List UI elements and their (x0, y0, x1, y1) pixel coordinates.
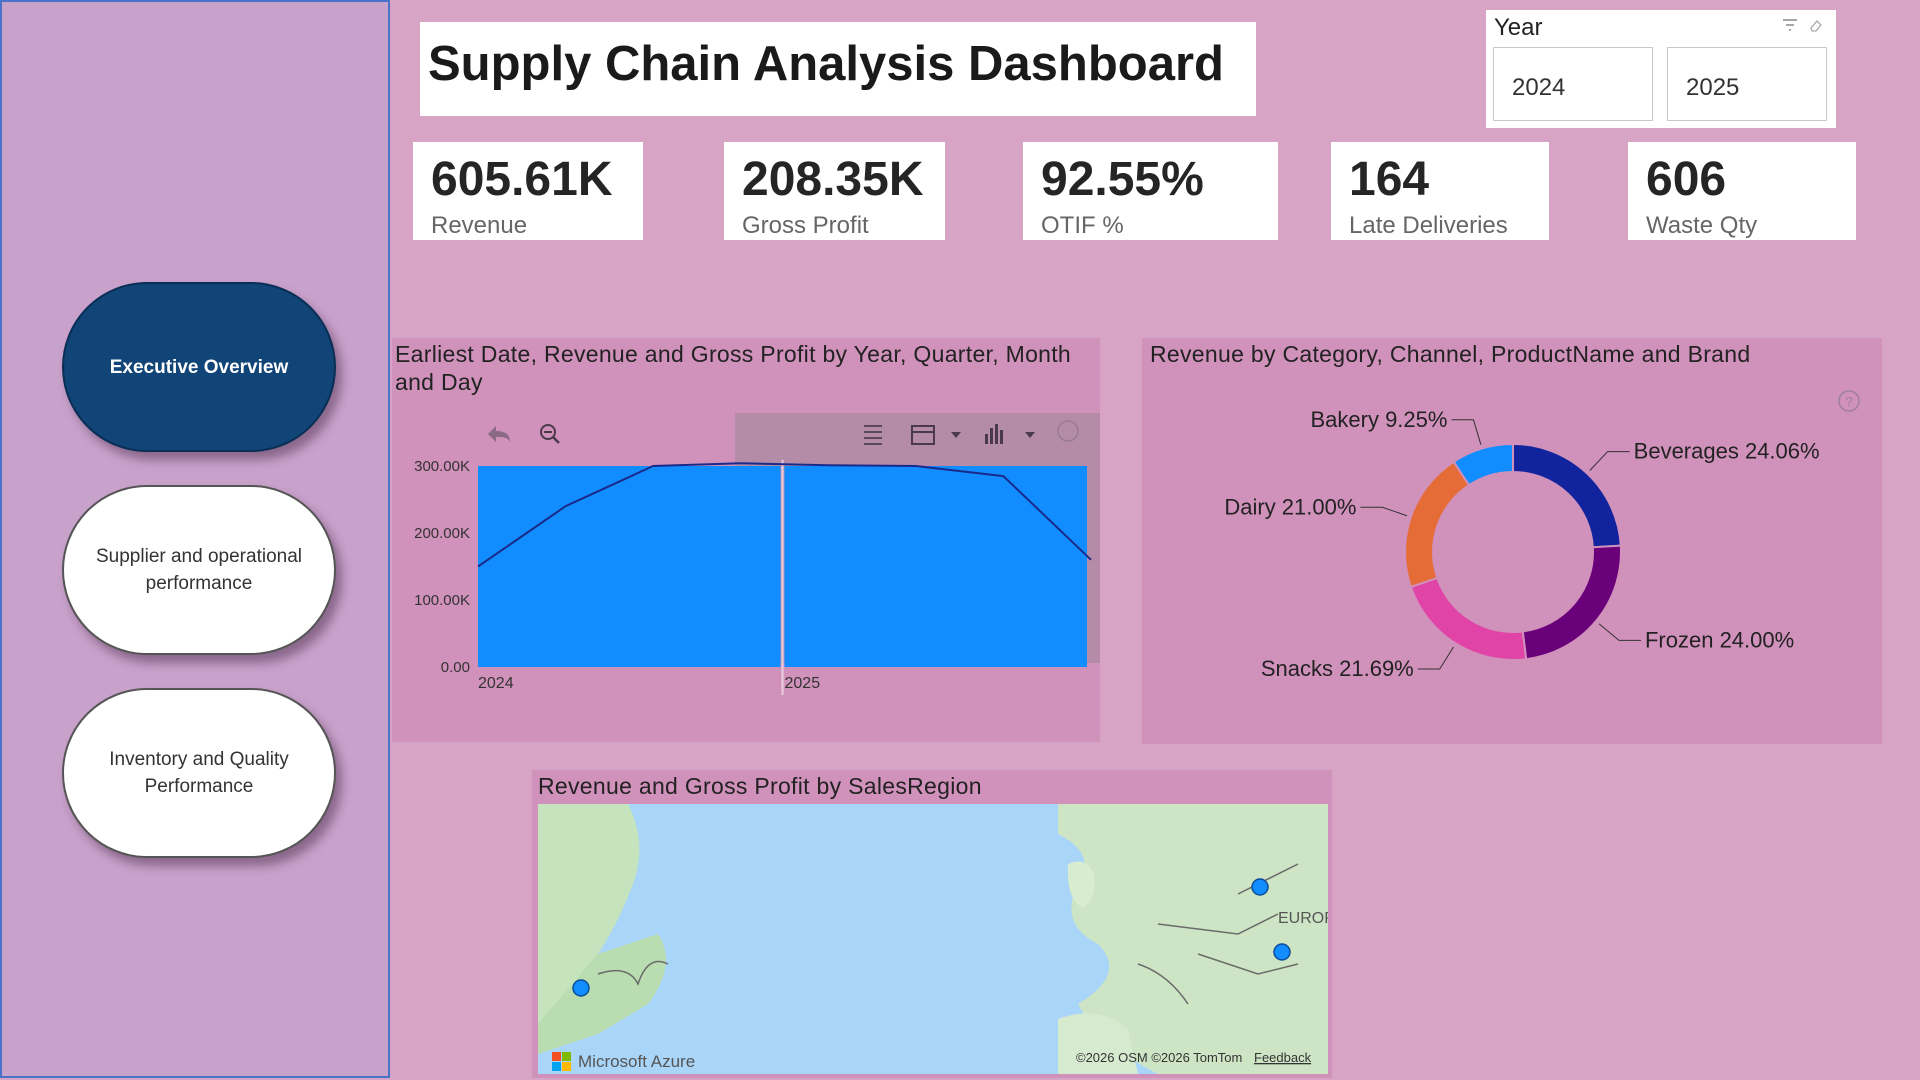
zoom-out-icon[interactable] (540, 424, 560, 444)
y-tick-label: 200.00K (414, 525, 470, 542)
help-icon[interactable]: ? (1838, 390, 1860, 412)
kpi-label: OTIF % (1041, 212, 1124, 239)
map-borders-na (597, 960, 669, 986)
donut-leader-line (1589, 451, 1630, 471)
dashboard-title-box: Supply Chain Analysis Dashboard (420, 22, 1256, 116)
kpi-card-waste-qty: 606 Waste Qty (1628, 142, 1856, 240)
sales-region-map-visual[interactable]: Revenue and Gross Profit by SalesRegion … (532, 770, 1332, 1078)
donut-data-label: Snacks 21.69% (1261, 656, 1414, 681)
map-landmass-iberia (1058, 1013, 1138, 1074)
donut-slice-snacks[interactable] (1409, 576, 1528, 661)
nav-supplier-performance-button[interactable]: Supplier and operational performance (62, 485, 336, 655)
calendar-icon[interactable] (911, 425, 961, 445)
revenue-trend-visual[interactable]: Earliest Date, Revenue and Gross Profit … (392, 338, 1100, 742)
nav-executive-overview-button[interactable]: Executive Overview (62, 282, 336, 452)
y-tick-label: 300.00K (414, 458, 470, 475)
y-tick-label: 100.00K (414, 592, 470, 609)
donut-slice-frozen[interactable] (1521, 544, 1622, 661)
revenue-bar[interactable] (784, 466, 1088, 667)
map-landmass-coast (538, 934, 666, 1054)
nav-item-label: Supplier and operational performance (96, 546, 302, 594)
bar-chart-icon[interactable] (985, 424, 1035, 444)
donut-slice-dairy[interactable] (1404, 460, 1471, 589)
kpi-card-late-deliveries: 164 Late Deliveries (1331, 142, 1549, 240)
revenue-bar[interactable] (478, 466, 781, 667)
donut-leader-line (1417, 646, 1454, 670)
page-title: Supply Chain Analysis Dashboard (428, 37, 1224, 91)
map-borders (1137, 863, 1299, 1005)
donut-leader-line (1451, 419, 1482, 445)
slicer-label: Year (1494, 14, 1543, 41)
nav-item-label: Executive Overview (109, 356, 289, 378)
eraser-icon[interactable] (1808, 18, 1824, 32)
nav-inventory-quality-button[interactable]: Inventory and Quality Performance (62, 688, 336, 858)
visual-title: Revenue by Category, Channel, ProductNam… (1150, 341, 1751, 367)
donut-data-label: Bakery 9.25% (1310, 407, 1447, 432)
donut-data-label: Dairy 21.00% (1224, 494, 1356, 519)
map-feedback-link[interactable]: Feedback (1254, 1050, 1312, 1065)
kpi-value: 164 (1349, 153, 1430, 206)
kpi-value: 92.55% (1041, 153, 1204, 206)
donut-slice-bakery[interactable] (1452, 442, 1514, 487)
donut-chart: ? Beverages 24.06% Frozen 24.00% Snacks 21… (1224, 390, 1860, 681)
map-point-north-america[interactable] (572, 979, 590, 997)
map-brand: Microsoft Azure (578, 1052, 695, 1071)
kpi-card-otif: 92.55% OTIF % (1023, 142, 1278, 240)
x-tick-label: 2025 (785, 675, 821, 692)
nav-item-label: Inventory and Quality Performance (109, 749, 289, 797)
donut-slice-beverages[interactable] (1512, 442, 1622, 549)
kpi-label: Revenue (431, 212, 528, 239)
y-tick-label: 0.00 (441, 659, 470, 676)
map-point-northern-europe[interactable] (1251, 878, 1269, 896)
kpi-card-gross-profit: 208.35K Gross Profit (724, 142, 945, 240)
combo-chart: 0.00 100.00K 200.00K 300.00K 2024 2025 (414, 413, 1100, 695)
filter-icon[interactable] (1782, 18, 1798, 32)
sidebar: Executive Overview Supplier and operatio… (0, 0, 390, 1078)
donut-data-label: Frozen 24.00% (1645, 627, 1794, 652)
slicer-option-2024[interactable]: 2024 (1493, 47, 1653, 121)
kpi-value: 606 (1646, 153, 1727, 206)
year-slicer[interactable]: Year 2024 2025 (1486, 10, 1836, 128)
kpi-value: 605.61K (431, 153, 613, 206)
slicer-option-2025[interactable]: 2025 (1667, 47, 1827, 121)
kpi-label: Gross Profit (742, 212, 869, 239)
sales-region-map[interactable]: EUROP Microsoft Azure ©2026 OSM ©2026 To… (538, 804, 1328, 1074)
svg-text:?: ? (1845, 394, 1852, 409)
kpi-value: 208.35K (742, 153, 924, 206)
undo-icon[interactable] (488, 426, 510, 442)
kpi-card-revenue: 605.61K Revenue (413, 142, 643, 240)
donut-data-label: Beverages 24.06% (1634, 439, 1820, 464)
help-icon[interactable] (1057, 420, 1079, 442)
gross-profit-line[interactable] (477, 462, 1092, 568)
donut-leader-line (1360, 506, 1408, 517)
donut-leader-line (1598, 623, 1641, 641)
map-point-central-europe[interactable] (1273, 943, 1291, 961)
map-landmass-uk (1067, 861, 1095, 908)
map-landmass-north-america (538, 804, 640, 1024)
map-region-label: EUROP (1278, 910, 1328, 927)
x-tick-label: 2024 (478, 675, 514, 692)
microsoft-logo-icon (552, 1052, 571, 1071)
kpi-label: Waste Qty (1646, 212, 1758, 239)
category-donut-visual[interactable]: Revenue by Category, Channel, ProductNam… (1142, 338, 1882, 744)
map-attribution: ©2026 OSM ©2026 TomTom (1076, 1050, 1242, 1065)
visual-title: Revenue and Gross Profit by SalesRegion (538, 773, 982, 799)
map-landmass-europe (1058, 804, 1328, 1074)
list-icon[interactable] (864, 425, 882, 445)
visual-title: Earliest Date, Revenue and Gross Profit … (395, 341, 1072, 395)
kpi-label: Late Deliveries (1349, 212, 1508, 239)
